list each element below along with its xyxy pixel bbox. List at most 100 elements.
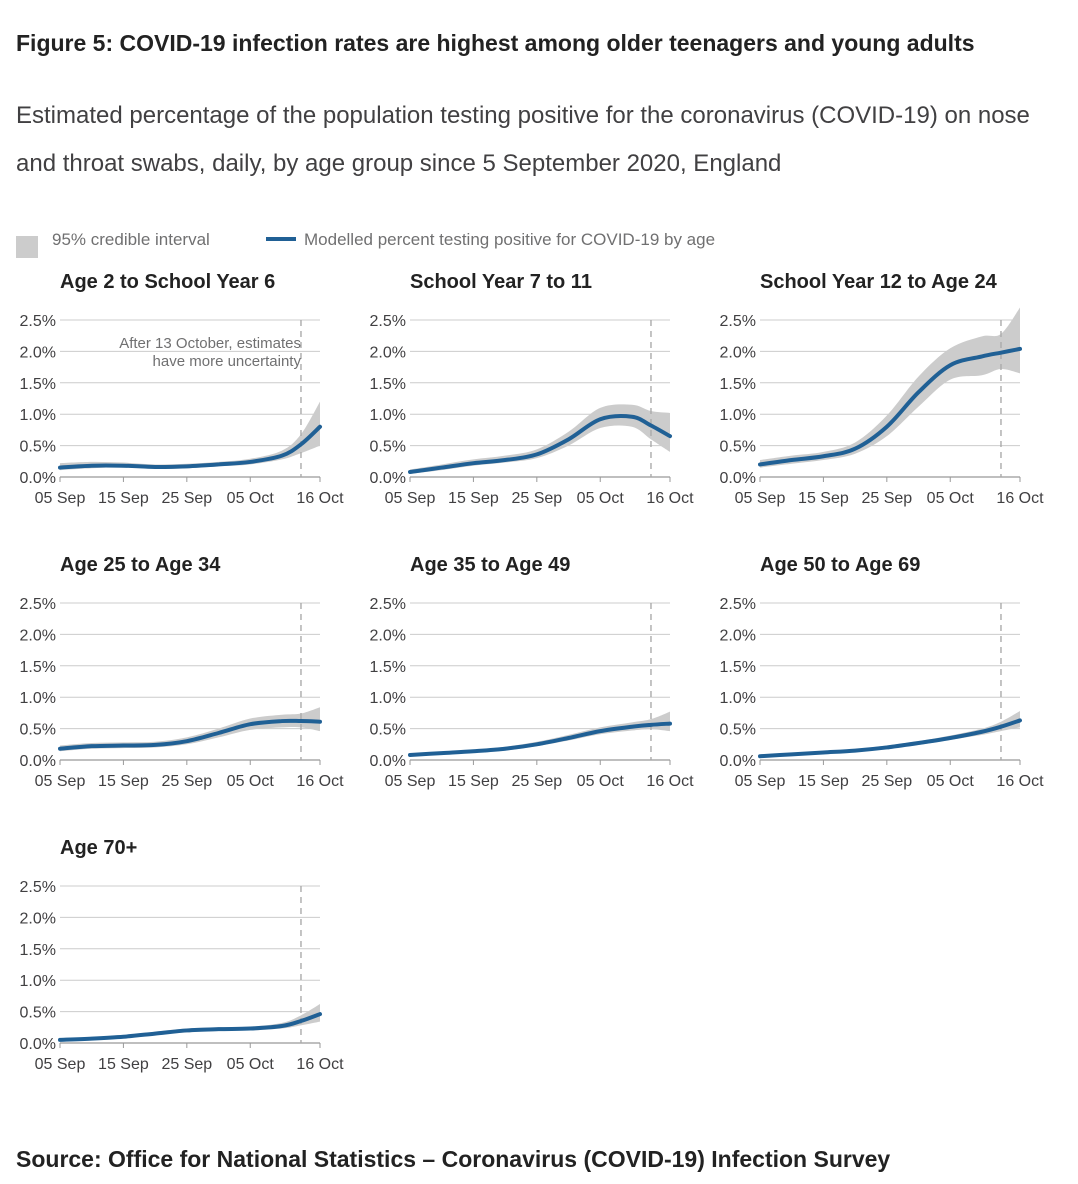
x-tick-label: 25 Sep <box>161 1056 212 1073</box>
chart-age-2-to-school-year-6: Age 2 to School Year 6 0.0% 0.5% 1.0% 1.5% 2.… <box>20 271 345 507</box>
chart-age-35-to-age-49: Age 35 to Age 49 0.0% 0.5% 1.0% 1.5% 2.0% 2.5%… <box>370 554 695 790</box>
x-tick-label: 25 Sep <box>161 773 212 790</box>
y-tick-label: 1.5% <box>370 659 406 676</box>
x-tick-label: 25 Sep <box>161 490 212 507</box>
chart-title: Age 2 to School Year 6 <box>60 271 275 293</box>
y-tick-label: 0.0% <box>720 470 756 487</box>
y-tick-label: 2.5% <box>370 313 406 330</box>
chart-age-70: Age 70+ 0.0% 0.5% 1.0% 1.5% 2.0% 2.5% 05 Sep 15 … <box>20 837 345 1073</box>
chart-title: Age 50 to Age 69 <box>760 554 920 576</box>
y-tick-label: 1.5% <box>720 659 756 676</box>
y-tick-label: 1.0% <box>370 690 406 707</box>
x-tick-label: 15 Sep <box>98 490 149 507</box>
y-tick-label: 1.0% <box>370 407 406 424</box>
y-tick-label: 0.5% <box>370 439 406 456</box>
y-tick-label: 1.0% <box>20 690 56 707</box>
credible-interval-band <box>410 404 670 474</box>
chart-school-year-7-to-11: School Year 7 to 11 0.0% 0.5% 1.0% 1.5% 2.0% 2… <box>370 271 695 507</box>
x-tick-label: 15 Sep <box>798 773 849 790</box>
y-tick-label: 0.0% <box>20 470 56 487</box>
x-tick-label: 05 Sep <box>385 490 436 507</box>
chart-age-50-to-age-69: Age 50 to Age 69 0.0% 0.5% 1.0% 1.5% 2.0% 2.5%… <box>720 554 1045 790</box>
x-tick-label: 05 Oct <box>577 490 625 507</box>
y-tick-label: 2.5% <box>720 596 756 613</box>
modelled-line <box>58 424 322 470</box>
x-tick-label: 16 Oct <box>646 773 694 790</box>
x-tick-label: 05 Oct <box>577 773 625 790</box>
y-tick-label: 1.5% <box>20 376 56 393</box>
x-tick-label: 25 Sep <box>861 490 912 507</box>
x-tick-label: 15 Sep <box>448 773 499 790</box>
x-tick-label: 15 Sep <box>98 1056 149 1073</box>
legend-label-line: Modelled percent testing positive for CO… <box>304 230 716 249</box>
credible-interval-band <box>60 401 320 471</box>
chart-title: Age 70+ <box>60 837 137 859</box>
small-multiples: Age 2 to School Year 6 0.0% 0.5% 1.0% 1.5% 2.… <box>0 260 1078 1100</box>
credible-interval-band <box>760 307 1020 468</box>
modelled-line <box>408 414 672 474</box>
x-tick-label: 05 Sep <box>385 773 436 790</box>
y-tick-label: 2.0% <box>720 627 756 644</box>
figure-title: Figure 5: COVID-19 infection rates are h… <box>16 30 975 56</box>
x-tick-label: 15 Sep <box>798 490 849 507</box>
x-tick-label: 05 Oct <box>927 773 975 790</box>
y-tick-label: 0.5% <box>370 722 406 739</box>
modelled-line <box>758 346 1022 467</box>
modelled-line <box>408 721 672 757</box>
chart-title: Age 25 to Age 34 <box>60 554 221 576</box>
y-tick-label: 0.0% <box>720 753 756 770</box>
x-tick-label: 16 Oct <box>996 490 1044 507</box>
legend-swatch-line <box>266 237 296 241</box>
x-tick-label: 16 Oct <box>296 490 344 507</box>
y-tick-label: 2.5% <box>720 313 756 330</box>
y-tick-label: 1.5% <box>20 942 56 959</box>
x-tick-label: 05 Sep <box>35 490 86 507</box>
x-tick-label: 16 Oct <box>296 1056 344 1073</box>
chart-title: Age 35 to Age 49 <box>410 554 570 576</box>
y-tick-label: 2.0% <box>20 627 56 644</box>
y-tick-label: 1.0% <box>20 973 56 990</box>
figure-subtitle: Estimated percentage of the population t… <box>16 102 1030 177</box>
y-tick-label: 1.0% <box>720 690 756 707</box>
x-tick-label: 05 Oct <box>227 490 275 507</box>
y-tick-label: 1.0% <box>20 407 56 424</box>
x-tick-label: 15 Sep <box>98 773 149 790</box>
chart-title: School Year 7 to 11 <box>410 271 592 293</box>
credible-interval-band <box>60 707 320 752</box>
credible-interval-band <box>60 1004 320 1041</box>
source-note: Source: Office for National Statistics –… <box>16 1146 891 1172</box>
y-tick-label: 2.0% <box>20 344 56 361</box>
y-tick-label: 2.0% <box>370 344 406 361</box>
legend-label-interval: 95% credible interval <box>52 230 210 249</box>
y-tick-label: 2.0% <box>720 344 756 361</box>
x-tick-label: 05 Sep <box>735 490 786 507</box>
chart-age-25-to-age-34: Age 25 to Age 34 0.0% 0.5% 1.0% 1.5% 2.0% 2.5%… <box>20 554 345 790</box>
y-tick-label: 0.0% <box>20 1036 56 1053</box>
y-tick-label: 0.5% <box>20 1005 56 1022</box>
x-tick-label: 16 Oct <box>646 490 694 507</box>
y-tick-label: 2.5% <box>370 596 406 613</box>
y-tick-label: 0.5% <box>20 722 56 739</box>
x-tick-label: 16 Oct <box>296 773 344 790</box>
y-tick-label: 0.5% <box>20 439 56 456</box>
x-tick-label: 15 Sep <box>448 490 499 507</box>
y-tick-label: 0.5% <box>720 439 756 456</box>
y-tick-label: 1.5% <box>20 659 56 676</box>
y-tick-label: 2.0% <box>370 627 406 644</box>
x-tick-label: 05 Sep <box>735 773 786 790</box>
x-tick-label: 05 Sep <box>35 1056 86 1073</box>
annotation-text: have more uncertainty <box>153 353 302 370</box>
modelled-line <box>58 1012 322 1042</box>
x-tick-label: 05 Oct <box>227 1056 275 1073</box>
chart-school-year-12-to-age-24: School Year 12 to Age 24 0.0% 0.5% 1.0% 1.5%… <box>720 271 1045 507</box>
y-tick-label: 0.5% <box>720 722 756 739</box>
y-tick-label: 1.5% <box>370 376 406 393</box>
y-tick-label: 1.5% <box>720 376 756 393</box>
modelled-line <box>758 718 1022 759</box>
x-tick-label: 05 Sep <box>35 773 86 790</box>
x-tick-label: 05 Oct <box>927 490 975 507</box>
credible-interval-band <box>410 711 670 757</box>
x-tick-label: 25 Sep <box>511 773 562 790</box>
x-tick-label: 16 Oct <box>996 773 1044 790</box>
modelled-line <box>58 718 322 751</box>
